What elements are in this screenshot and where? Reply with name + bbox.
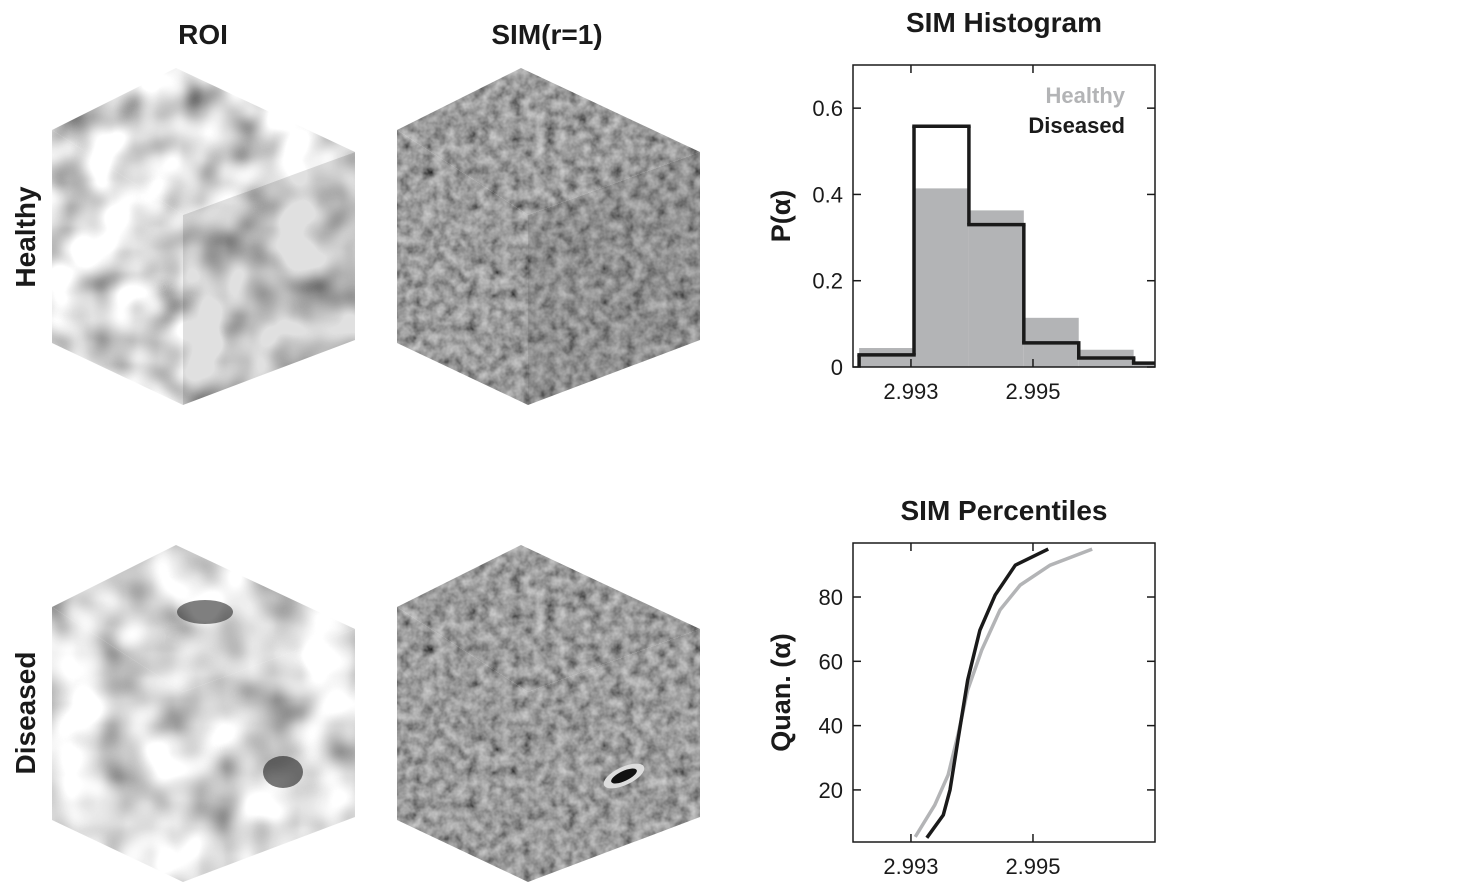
- x-tick-label: 2.993: [883, 854, 938, 879]
- axes-box: [852, 542, 1156, 843]
- y-tick-label: 60: [819, 649, 843, 674]
- data-line: [913, 547, 1093, 838]
- axes-box: [852, 64, 1156, 368]
- chart-title: SIM Percentiles: [901, 495, 1108, 526]
- x-tick-label: 2.993: [883, 379, 938, 404]
- y-axis-label: Quan. (α): [766, 633, 796, 752]
- roi-cube-diseased: [52, 545, 355, 882]
- legend-entry: Healthy: [1046, 83, 1126, 108]
- histogram-bar: [914, 188, 969, 367]
- y-tick-label: 0.2: [812, 269, 843, 294]
- y-tick-label: 0: [831, 355, 843, 380]
- chart: SIM Percentiles Quan. (α) 20 40 60 80 2.993 2.9…: [766, 495, 1156, 879]
- y-tick-label: 40: [819, 714, 843, 739]
- y-tick-label: 0.4: [812, 182, 843, 207]
- plot-area: [913, 547, 1093, 839]
- y-tick-label: 20: [819, 778, 843, 803]
- chart-title: SIM Histogram: [906, 7, 1102, 38]
- row-label: Healthy: [10, 186, 41, 288]
- charts: SIM Histogram P(α) 0 0.2 0.4 0.6 2.993 2.995 Hea…: [766, 7, 1156, 879]
- row-label: Diseased: [10, 652, 41, 775]
- legend-entry: Diseased: [1028, 113, 1125, 138]
- sim-cube-healthy: [397, 68, 700, 405]
- chart: SIM Histogram P(α) 0 0.2 0.4 0.6 2.993 2.995 Hea…: [766, 7, 1156, 404]
- plot-area: [857, 124, 1155, 367]
- y-axis-label: P(α): [766, 190, 796, 243]
- x-tick-label: 2.995: [1005, 379, 1060, 404]
- sim-cube-diseased: [397, 545, 700, 882]
- column-title: ROI: [178, 19, 228, 50]
- x-tick-label: 2.995: [1005, 854, 1060, 879]
- roi-cube-healthy: [52, 68, 355, 405]
- y-tick-label: 0.6: [812, 96, 843, 121]
- histogram-bar: [968, 210, 1024, 367]
- data-line: [925, 547, 1049, 839]
- column-title: SIM(r=1): [491, 19, 602, 50]
- y-tick-label: 80: [819, 585, 843, 610]
- histogram-bar: [859, 348, 915, 367]
